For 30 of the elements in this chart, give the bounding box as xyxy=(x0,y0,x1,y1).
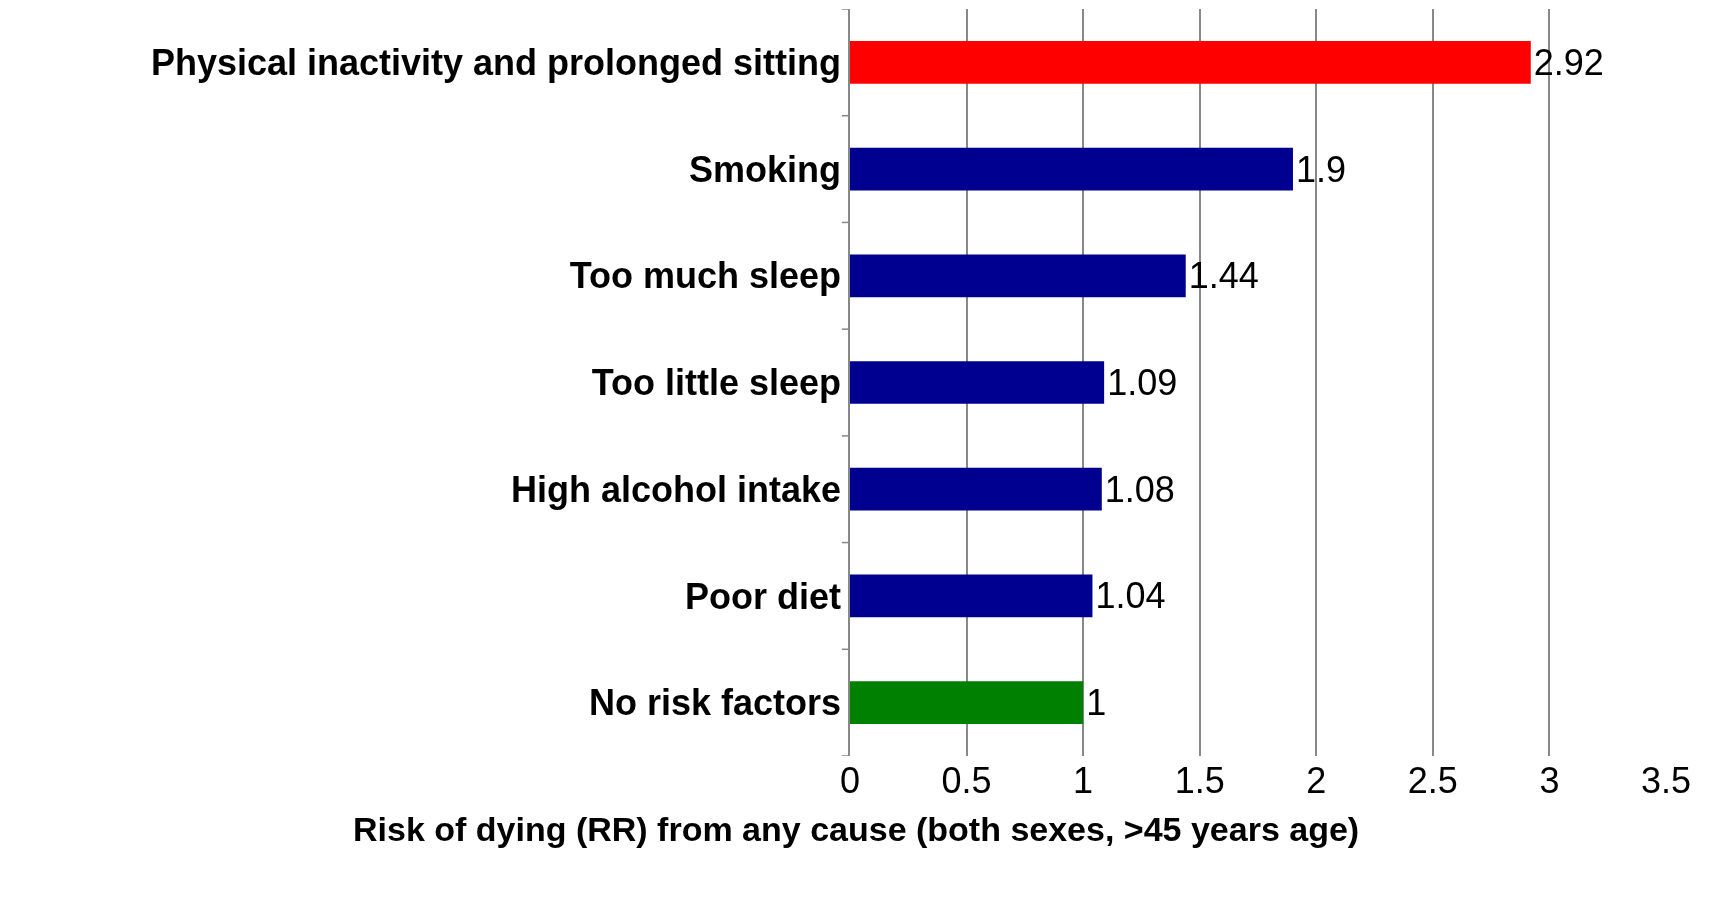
y-tick-label: High alcohol intake xyxy=(511,468,842,510)
y-tick-label: Physical inactivity and prolonged sitting xyxy=(150,41,842,83)
data-label: 2.92 xyxy=(1533,41,1604,83)
data-label: 1.08 xyxy=(1104,468,1175,510)
x-tick-label: 2 xyxy=(1306,760,1327,801)
bar xyxy=(850,467,1102,511)
bar xyxy=(850,254,1186,298)
data-label: 1.44 xyxy=(1188,255,1259,297)
y-tick-label: Smoking xyxy=(689,148,842,190)
x-axis-title: Risk of dying (RR) from any cause (both sexes, >45 years age) xyxy=(353,810,1360,848)
x-tick-label: 0.5 xyxy=(941,760,992,801)
bar xyxy=(850,41,1531,84)
bar xyxy=(850,361,1105,404)
bar xyxy=(850,574,1093,618)
x-tick-label: 0 xyxy=(839,760,861,801)
bar xyxy=(850,681,1084,724)
data-label: 1.9 xyxy=(1295,148,1347,190)
data-label: 1.09 xyxy=(1107,362,1178,403)
x-tick-label: 1.5 xyxy=(1174,760,1225,801)
x-tick-label: 3 xyxy=(1539,760,1560,801)
bar xyxy=(850,147,1293,191)
x-tick-label: 3.5 xyxy=(1640,760,1692,801)
x-tick-label: 2.5 xyxy=(1407,760,1458,801)
x-tick-label: 1 xyxy=(1073,760,1094,801)
y-tick-label: No risk factors xyxy=(588,682,842,724)
data-label: 1 xyxy=(1086,682,1107,724)
y-tick-label: Too little sleep xyxy=(591,362,842,404)
y-tick-label: Too much sleep xyxy=(569,255,842,297)
y-tick-label: Poor diet xyxy=(685,575,842,617)
data-label: 1.04 xyxy=(1095,575,1166,617)
